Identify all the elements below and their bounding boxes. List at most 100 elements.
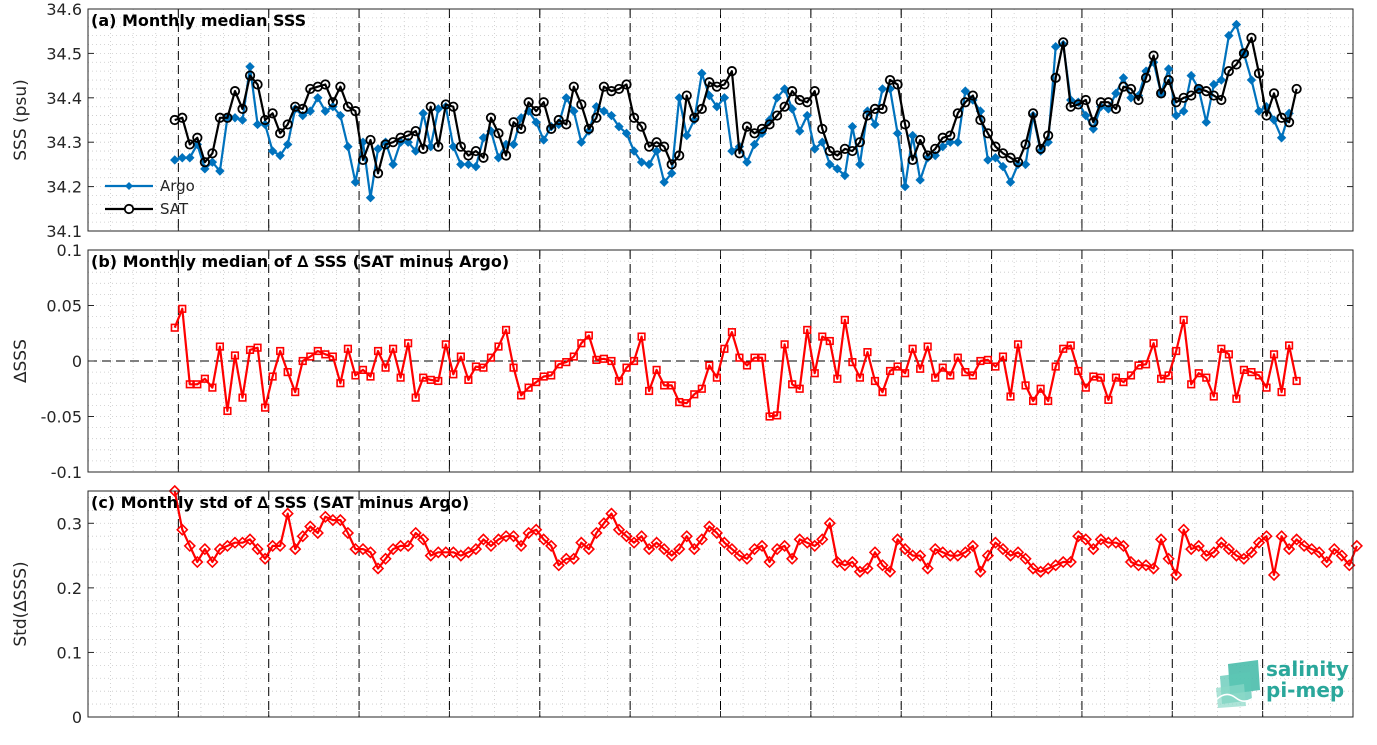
data-point <box>539 372 548 381</box>
data-point <box>923 342 932 351</box>
y-tick-label: 0 <box>72 352 82 371</box>
y-tick-label: 0.2 <box>57 579 82 598</box>
data-point <box>1290 533 1303 546</box>
data-point <box>524 383 533 392</box>
data-point <box>772 411 782 420</box>
data-point <box>1104 395 1113 404</box>
data-point <box>447 546 460 559</box>
data-point <box>1284 117 1295 128</box>
data-point <box>425 101 436 112</box>
y-tick-label: 0.1 <box>57 241 82 260</box>
data-point <box>1254 106 1264 116</box>
data-point <box>1058 37 1069 48</box>
data-point <box>569 352 578 361</box>
data-point <box>441 340 450 349</box>
data-point <box>599 106 609 116</box>
data-point <box>659 141 670 152</box>
y-tick-label: 0.3 <box>57 514 82 533</box>
data-point <box>328 352 337 361</box>
data-point <box>291 387 300 397</box>
data-point <box>206 555 219 569</box>
data-point <box>929 542 942 556</box>
data-point <box>259 114 271 126</box>
data-point <box>1088 117 1099 128</box>
data-point <box>613 83 625 95</box>
data-point <box>358 365 368 374</box>
data-point <box>1154 533 1168 546</box>
panel-a-series <box>169 19 1302 203</box>
data-point <box>793 533 806 546</box>
y-tick-label: 0.05 <box>46 297 82 316</box>
data-point <box>1260 530 1273 543</box>
data-point <box>1163 74 1174 86</box>
panel-c-title: (c) Monthly std of ∆ SSS (SAT minus Argo… <box>91 493 469 512</box>
data-point <box>493 128 504 139</box>
data-point <box>606 110 617 121</box>
data-point <box>515 123 527 134</box>
data-point <box>387 137 399 148</box>
data-point <box>448 101 459 112</box>
data-point <box>801 536 814 549</box>
data-point <box>629 146 639 156</box>
data-point <box>788 380 797 389</box>
data-point <box>471 161 481 172</box>
data-point <box>733 549 746 562</box>
data-point <box>198 542 211 556</box>
data-point <box>1005 152 1016 163</box>
data-point <box>547 371 556 380</box>
data-point <box>185 153 195 163</box>
data-point <box>207 148 218 159</box>
data-point <box>1073 99 1084 110</box>
data-point <box>538 97 549 108</box>
data-point <box>1320 555 1333 569</box>
legend: Argo SAT <box>105 177 195 218</box>
data-point <box>818 332 827 341</box>
data-point <box>1305 542 1318 556</box>
data-point <box>592 355 601 364</box>
data-point <box>825 159 835 170</box>
data-point <box>192 132 203 143</box>
y-tick-label: 34.5 <box>46 44 82 63</box>
data-point <box>356 542 370 556</box>
data-point <box>1035 143 1046 154</box>
data-point <box>682 130 692 141</box>
legend-argo-label: Argo <box>160 177 195 195</box>
data-point <box>343 141 353 152</box>
data-point <box>298 356 307 366</box>
data-point <box>1201 86 1212 97</box>
data-point <box>321 350 330 359</box>
data-point <box>276 346 285 356</box>
data-point <box>178 304 187 313</box>
panel-a-ylabel: SSS (psu) <box>11 79 31 160</box>
data-point <box>809 86 820 97</box>
data-point <box>682 399 691 408</box>
data-point <box>223 406 232 416</box>
data-point <box>749 139 760 150</box>
data-point <box>816 533 829 546</box>
data-point <box>922 150 933 161</box>
data-point <box>855 159 865 170</box>
data-point <box>916 364 925 373</box>
data-point <box>485 112 497 123</box>
y-tick-label: 34.1 <box>46 222 82 241</box>
data-point <box>336 379 345 388</box>
data-point <box>1267 568 1281 582</box>
data-point <box>1029 396 1038 406</box>
data-point <box>1194 369 1203 378</box>
data-point <box>313 93 323 103</box>
data-point <box>975 114 986 126</box>
data-point <box>1162 552 1175 565</box>
data-point <box>1064 555 1077 569</box>
data-point <box>718 536 731 549</box>
data-point <box>576 137 587 147</box>
data-point <box>477 533 490 546</box>
data-point <box>953 353 962 362</box>
data-point <box>966 539 979 553</box>
data-point <box>1119 377 1128 387</box>
data-point <box>1059 344 1068 353</box>
data-point <box>1224 350 1233 359</box>
data-point <box>561 119 572 130</box>
data-point <box>426 375 435 384</box>
data-point <box>907 154 918 166</box>
data-point <box>418 143 429 154</box>
